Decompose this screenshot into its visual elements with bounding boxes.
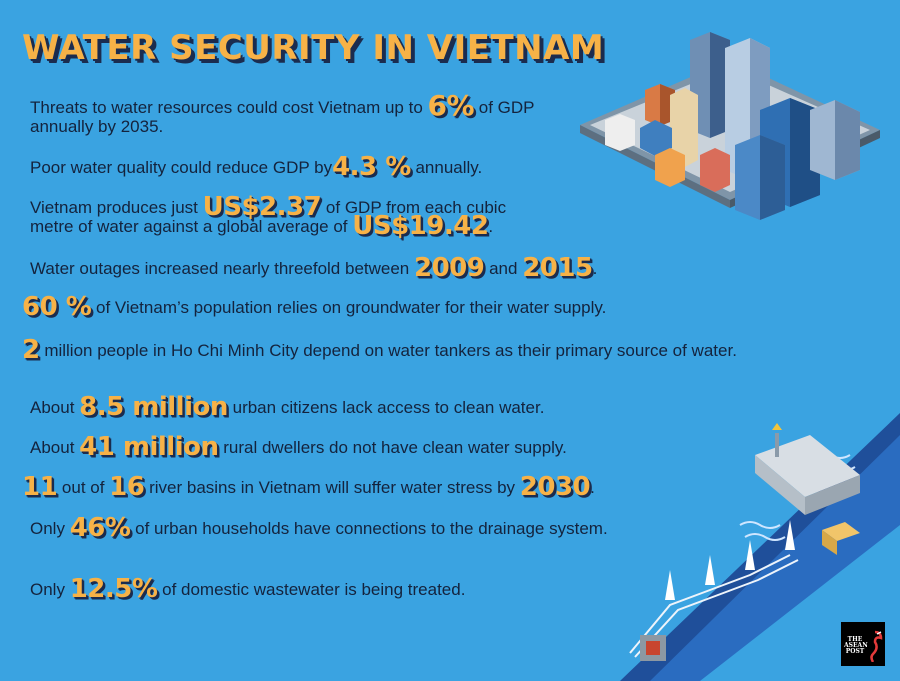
fact-highlight: 11 <box>22 472 58 502</box>
bird-icon <box>870 630 883 662</box>
fact-text: . <box>590 478 595 497</box>
fact-text: urban citizens lack access to clean wate… <box>227 398 545 417</box>
fact-text: Only <box>30 580 70 599</box>
dam-river-illustration <box>620 413 900 681</box>
fact-drainage: Only 46% of urban households have connec… <box>30 515 670 541</box>
fact-highlight: 2030 <box>519 472 591 502</box>
fact-highlight: 2 <box>22 335 40 365</box>
fact-highlight: 46% <box>69 513 131 543</box>
fact-highlight: 12.5% <box>69 574 158 604</box>
logo-text: THE ASEAN POST <box>844 636 868 655</box>
fact-text: About <box>30 438 80 457</box>
fact-text: Poor water quality could reduce GDP by <box>30 158 333 177</box>
fact-highlight: 4.3 % <box>332 152 411 182</box>
fact-text: About <box>30 398 80 417</box>
fact-highlight: 6% <box>427 89 475 122</box>
fact-text: Vietnam produces just <box>30 198 203 217</box>
fact-highlight: 2015 <box>522 253 593 283</box>
fact-gdp-cost: Threats to water resources could cost Vi… <box>30 92 550 137</box>
fact-highlight: 8.5 million <box>79 392 228 422</box>
fact-text: Only <box>30 519 70 538</box>
fact-text: of domestic wastewater is being treated. <box>157 580 466 599</box>
fact-text: Water outages increased nearly threefold… <box>30 259 414 278</box>
fact-gdp-per-water: Vietnam produces just US$2.37 of GDP fro… <box>30 194 550 239</box>
fact-highlight: 2009 <box>414 253 485 283</box>
fact-highlight: US$2.37 <box>202 192 322 222</box>
fact-river-basins: 11 out of 16 river basins in Vietnam wil… <box>22 474 742 500</box>
fact-text: and <box>484 259 523 278</box>
city-illustration <box>580 32 880 220</box>
fact-groundwater: 60 % of Vietnam’s population relies on g… <box>22 294 782 320</box>
fact-water-tankers: 2 million people in Ho Chi Minh City dep… <box>22 337 842 363</box>
fact-text: of GDP annually by 2035. <box>30 98 535 136</box>
fact-highlight: 41 million <box>79 432 219 462</box>
fact-text: Threats to water resources could cost Vi… <box>30 98 428 117</box>
fact-text: river basins in Vietnam will suffer wate… <box>144 478 520 497</box>
fact-water-outages: Water outages increased nearly threefold… <box>30 255 750 281</box>
fact-text: . <box>488 217 494 236</box>
fact-text: annually. <box>410 158 483 177</box>
fact-text: of GDP from each cubic metre of water ag… <box>30 198 507 236</box>
fact-water-quality: Poor water quality could reduce GDP by4.… <box>30 154 630 180</box>
fact-text: . <box>592 259 598 278</box>
fact-rural-clean-water: About 41 million rural dwellers do not h… <box>30 434 750 460</box>
fact-text: out of <box>57 478 110 497</box>
fact-text: million people in Ho Chi Minh City depen… <box>39 341 737 360</box>
page-title: WATER SECURITY IN VIETNAM <box>22 28 605 68</box>
fact-text: of Vietnam’s population relies on ground… <box>91 298 607 317</box>
asean-post-logo: THE ASEAN POST <box>841 622 885 666</box>
fact-text: of urban households have connections to … <box>130 519 608 538</box>
fact-urban-clean-water: About 8.5 million urban citizens lack ac… <box>30 394 750 420</box>
fact-wastewater: Only 12.5% of domestic wastewater is bei… <box>30 576 650 602</box>
fact-highlight: 16 <box>109 472 145 502</box>
fact-text: rural dwellers do not have clean water s… <box>218 438 567 457</box>
fact-highlight: US$19.42 <box>352 211 489 241</box>
fact-highlight: 60 % <box>22 292 92 322</box>
